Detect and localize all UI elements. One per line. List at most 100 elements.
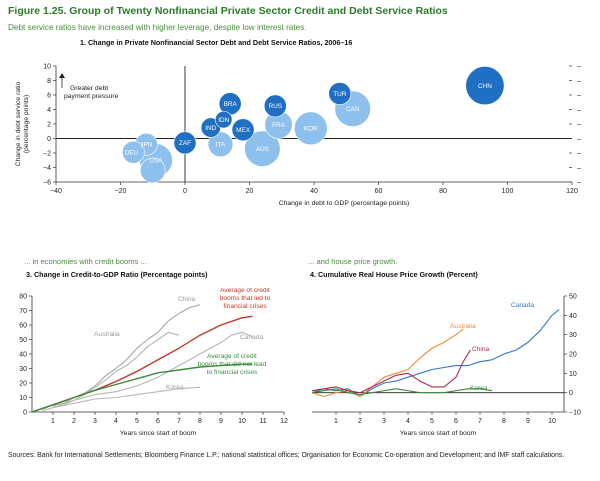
- x-axis-title: Change in debt to GDP (percentage points…: [279, 200, 410, 207]
- x-tick-label: 9: [526, 418, 530, 425]
- series-line-3: [311, 388, 493, 396]
- line-label-3: Korea: [166, 384, 184, 391]
- y-tick-label-right: –: [577, 122, 581, 129]
- line-label-2: China: [472, 346, 490, 353]
- x-tick-label: 3: [382, 418, 386, 425]
- y-tick-label: −4: [43, 165, 51, 172]
- x-axis-title: Years since start of boom: [400, 430, 477, 437]
- y-tick-label-right: –: [577, 136, 581, 143]
- annotation-line: payment pressure: [64, 93, 119, 100]
- y-tick-label: −2: [43, 151, 51, 158]
- y-tick-label: 0: [47, 136, 51, 143]
- bubble-label-rus: RUS: [269, 103, 283, 110]
- y-tick-label: 8: [47, 78, 51, 85]
- line-label-text: financial crises: [223, 303, 267, 310]
- y-tick-label: 4: [47, 107, 51, 114]
- bubble-label-deu: DEU: [125, 150, 139, 157]
- panel4-title: 4. Cumulative Real House Price Growth (P…: [310, 270, 550, 279]
- bubble-label-ita: ITA: [216, 142, 226, 149]
- line-label-4: Average of credit booms that led to financ…: [220, 288, 271, 310]
- y-tick-label: 60: [19, 323, 27, 330]
- bubble-chart: −6 – −4 – −2 – 0 – 2 – 4 – 6 – 8 – 10 – −40 −20 0 20 40 60 80 100…: [15, 64, 581, 208]
- line-label-text: booms that led to: [220, 295, 271, 302]
- x-tick-label: 40: [310, 188, 318, 195]
- line-label-3: Korea: [470, 385, 488, 392]
- x-axis-title: Years since start of boom: [120, 430, 197, 437]
- bubble-ita: [207, 131, 234, 158]
- bubble-label-gbr: GBR: [125, 167, 139, 174]
- panel4-title-text: 4. Cumulative Real House Price Growth (P…: [310, 270, 478, 279]
- x-tick-label: 20: [246, 188, 254, 195]
- x-tick-label: 10: [548, 418, 556, 425]
- y-axis-title-line: Change in debt service ratio: [15, 81, 22, 166]
- y-tick-label: 40: [19, 352, 27, 359]
- bubble-rus: [263, 94, 287, 118]
- bubble-label-bra: BRA: [224, 101, 238, 108]
- bubble-idn: [215, 110, 233, 129]
- line-label-text: Average of credit: [207, 353, 257, 360]
- bubble-label-jpn: JPN: [140, 142, 152, 149]
- y-tick-label: 50: [569, 294, 577, 301]
- y-tick-label: 40: [569, 313, 577, 320]
- x-tick-label: 11: [259, 418, 266, 425]
- x-tick-label: 100: [502, 188, 514, 195]
- annotation-greater-debt: Greater debt payment pressure: [64, 85, 119, 100]
- x-tick-label: 5: [430, 418, 434, 425]
- panel3-title-text: 3. Change in Credit-to-GDP Ratio (Percen…: [26, 270, 208, 279]
- bubble-deu: [121, 140, 145, 164]
- figure-subtitle: Debt service ratios have increased with …: [8, 23, 307, 32]
- x-tick-label: 6: [156, 418, 160, 425]
- x-tick-label: 1: [334, 418, 338, 425]
- house-price-chart: −10 0 10 20 30 40 50 1 2 3 4 5 6 7 8 9 10 Years since sta…: [311, 294, 581, 437]
- y-tick-label: 10: [19, 395, 27, 402]
- figure-title: Figure 1.25. Group of Twenty Nonfinancia…: [8, 5, 448, 17]
- line-label-text: Australia: [94, 331, 120, 338]
- line-label-2: Canada: [240, 334, 263, 341]
- x-tick-label: 3: [93, 418, 97, 425]
- bubble-chn: [465, 66, 505, 106]
- y-tick-label: 50: [19, 337, 27, 344]
- x-tick-label: 60: [375, 188, 383, 195]
- y-tick-label: 0: [569, 390, 573, 397]
- bubble-kor: [293, 111, 328, 146]
- line-label-text: Canada: [240, 334, 263, 341]
- y-tick-label: 80: [19, 294, 27, 301]
- y-tick-label-right: –: [577, 165, 581, 172]
- sources-note: Sources: Bank for International Settleme…: [8, 452, 565, 459]
- bubble-tur: [328, 82, 352, 105]
- bubble-label-ind: IND: [205, 125, 216, 132]
- x-tick-label: −40: [50, 188, 62, 195]
- line-label-text: booms that did not lead: [198, 361, 267, 368]
- y-tick-label: 70: [19, 308, 27, 315]
- line-label-text: Korea: [470, 385, 488, 392]
- x-tick-label: 4: [406, 418, 410, 425]
- x-tick-label: 10: [238, 418, 246, 425]
- x-tick-label: 4: [114, 418, 118, 425]
- y-tick-label-right: –: [577, 180, 581, 187]
- section-left-label: ... in economies with credit booms ...: [24, 257, 147, 266]
- bubble-label-zaf: ZAF: [179, 140, 191, 147]
- line-label-1: Australia: [94, 331, 120, 338]
- section-right-label: ... and house price growth.: [308, 257, 398, 266]
- bubble-label-can: CAN: [346, 106, 360, 113]
- y-tick-label-right: –: [577, 151, 581, 158]
- x-tick-label: 0: [183, 188, 187, 195]
- y-tick-label-right: –: [577, 93, 581, 100]
- y-tick-label: −6: [43, 180, 51, 187]
- bubble-label-usa: USA: [149, 158, 163, 165]
- bubble-label-idn: IDN: [218, 117, 229, 124]
- x-tick-label: −20: [115, 188, 127, 195]
- series-line-1: [42, 331, 180, 412]
- y-tick-label: −10: [569, 410, 581, 417]
- bubble-label-fra: FRA: [272, 122, 286, 129]
- line-label-text: Average of credit: [220, 288, 270, 294]
- y-tick-label: 20: [19, 381, 27, 388]
- x-tick-label: 7: [177, 418, 181, 425]
- x-tick-label: 2: [72, 418, 76, 425]
- line-label-0: Canada: [511, 302, 534, 309]
- y-tick-label: 10: [43, 64, 51, 71]
- series-line-0: [42, 304, 201, 410]
- bubble-gbr: [140, 157, 166, 184]
- line-label-0: China: [178, 296, 196, 303]
- y-axis-title: Change in debt service ratio(percentage …: [15, 81, 30, 166]
